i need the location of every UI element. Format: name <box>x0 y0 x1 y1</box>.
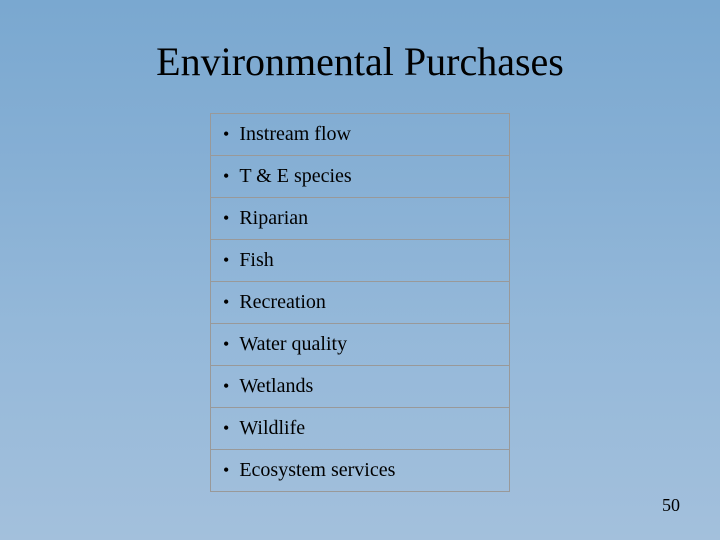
table-cell: • Ecosystem services <box>211 450 510 492</box>
cell-text: Instream flow <box>239 123 351 145</box>
table-cell: • Instream flow <box>211 114 510 156</box>
table-row: • T & E species <box>211 156 510 198</box>
bullet-icon: • <box>223 376 229 397</box>
table-row: • Water quality <box>211 324 510 366</box>
cell-text: Recreation <box>239 291 326 313</box>
table-row: • Recreation <box>211 282 510 324</box>
table-row: • Wetlands <box>211 366 510 408</box>
table-cell: • Fish <box>211 240 510 282</box>
cell-text: Fish <box>239 249 273 271</box>
table-cell: • Wetlands <box>211 366 510 408</box>
table-cell: • Riparian <box>211 198 510 240</box>
table-row: • Ecosystem services <box>211 450 510 492</box>
purchases-table: •Instream flow •T & E species •Riparian … <box>210 113 510 492</box>
cell-text: Riparian <box>239 207 308 229</box>
cell-text: Wetlands <box>239 375 313 397</box>
bullet-icon: • <box>223 460 229 481</box>
table-cell: • Recreation <box>211 282 510 324</box>
table-row: • Wildlife <box>211 408 510 450</box>
table-cell: • T & E species <box>211 156 510 198</box>
table-row: • Riparian <box>211 198 510 240</box>
bullet-icon: • <box>223 124 229 145</box>
table-row: • Fish <box>211 240 510 282</box>
table-row: • Instream flow <box>211 114 510 156</box>
cell-text: Ecosystem services <box>239 459 395 481</box>
purchases-table-body: •Instream flow •T & E species •Riparian … <box>211 114 510 492</box>
bullet-icon: • <box>223 418 229 439</box>
bullet-icon: • <box>223 250 229 271</box>
cell-text: Water quality <box>239 333 347 355</box>
cell-text: Wildlife <box>239 417 305 439</box>
bullet-icon: • <box>223 166 229 187</box>
slide-title: Environmental Purchases <box>0 0 720 85</box>
bullet-icon: • <box>223 292 229 313</box>
page-number: 50 <box>662 495 680 516</box>
bullet-icon: • <box>223 334 229 355</box>
cell-text: T & E species <box>239 165 351 187</box>
bullet-icon: • <box>223 208 229 229</box>
table-cell: • Wildlife <box>211 408 510 450</box>
table-cell: • Water quality <box>211 324 510 366</box>
purchases-table-container: •Instream flow •T & E species •Riparian … <box>210 113 510 492</box>
